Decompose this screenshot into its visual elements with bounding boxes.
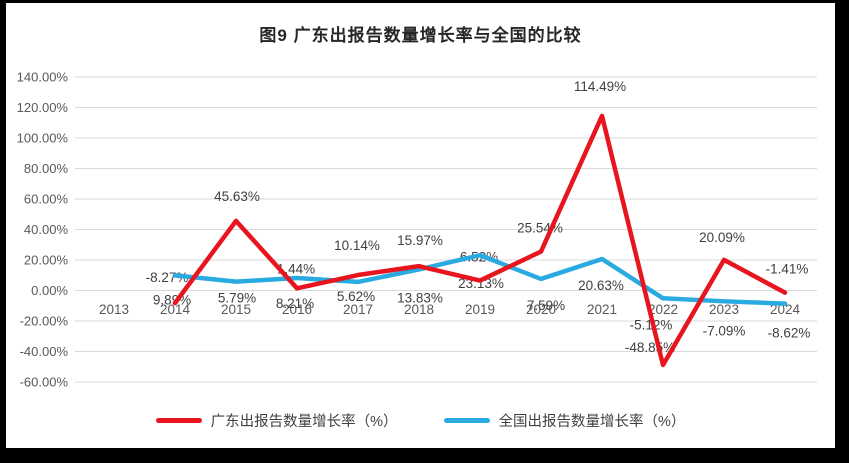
y-axis-tick-label: -60.00%: [20, 375, 69, 390]
legend-line-swatch-red-icon: [155, 418, 202, 423]
chart-canvas: 图9 广东出报告数量增长率与全国的比较 140.00% 120.00% 100.00…: [6, 3, 835, 448]
x-axis-category-label: 2020: [526, 302, 556, 317]
x-axis-category-label: 2013: [99, 302, 129, 317]
data-label: 1.44%: [277, 261, 315, 276]
y-axis-tick-label: 120.00%: [17, 100, 69, 115]
data-label: 5.79%: [218, 291, 256, 306]
data-label: 20.63%: [578, 278, 624, 293]
y-axis-tick-label: -20.00%: [20, 314, 69, 329]
data-label: 15.97%: [397, 233, 443, 248]
data-label: 13.83%: [397, 290, 443, 305]
legend-line-swatch-blue-icon: [443, 418, 490, 423]
y-axis-tick-label: 60.00%: [24, 192, 69, 207]
legend-item-national: 全国出报告数量增长率（%）: [443, 410, 686, 431]
legend-item-guangdong: 广东出报告数量增长率（%）: [155, 410, 398, 431]
x-axis-category-label: 2019: [465, 302, 495, 317]
data-label: 8.21%: [276, 296, 314, 311]
chart-legend: 广东出报告数量增长率（%） 全国出报告数量增长率（%）: [6, 410, 835, 431]
x-axis-category-label: 2022: [648, 302, 678, 317]
data-label: 20.09%: [699, 230, 745, 245]
legend-label-national: 全国出报告数量增长率（%）: [498, 414, 686, 430]
data-label: 5.62%: [337, 289, 375, 304]
data-label: 9.89%: [153, 292, 191, 307]
data-label: 7.59%: [527, 298, 565, 313]
line-chart-plot-area: 140.00% 120.00% 100.00% 80.00% 60.00% 40.00% 2…: [17, 70, 817, 390]
y-axis-tick-label: 40.00%: [24, 222, 69, 237]
data-label: -1.41%: [766, 262, 809, 277]
x-axis-category-label: 2016: [282, 302, 312, 317]
data-label: 10.14%: [334, 238, 380, 253]
x-axis-category-label: 2015: [221, 302, 251, 317]
x-axis-category-label: 2017: [343, 302, 373, 317]
x-axis-category-label: 2021: [587, 302, 617, 317]
y-axis-tick-label: 140.00%: [17, 70, 69, 85]
series-line-guangdong: [172, 113, 788, 368]
data-label: -7.09%: [703, 323, 746, 338]
x-axis-category-label: 2023: [709, 302, 739, 317]
y-axis-tick-label: 20.00%: [24, 253, 69, 268]
data-label: 114.49%: [574, 79, 626, 94]
y-axis-tick-label: -40.00%: [20, 344, 69, 359]
x-axis-category-label: 2018: [404, 302, 434, 317]
data-label: -8.62%: [768, 326, 811, 341]
y-axis-tick-label: 100.00%: [17, 131, 69, 146]
series-line-national: [172, 252, 788, 306]
legend-label-guangdong: 广东出报告数量增长率（%）: [210, 414, 398, 430]
data-label: 45.63%: [214, 189, 260, 204]
y-axis-tick-label: 80.00%: [24, 161, 69, 176]
y-axis-tick-label: 0.00%: [31, 283, 68, 298]
x-axis-category-label: 2024: [770, 302, 801, 317]
data-label: -48.85%: [625, 340, 675, 355]
chart-title: 图9 广东出报告数量增长率与全国的比较: [259, 26, 582, 45]
x-axis-category-label: 2014: [160, 302, 191, 317]
